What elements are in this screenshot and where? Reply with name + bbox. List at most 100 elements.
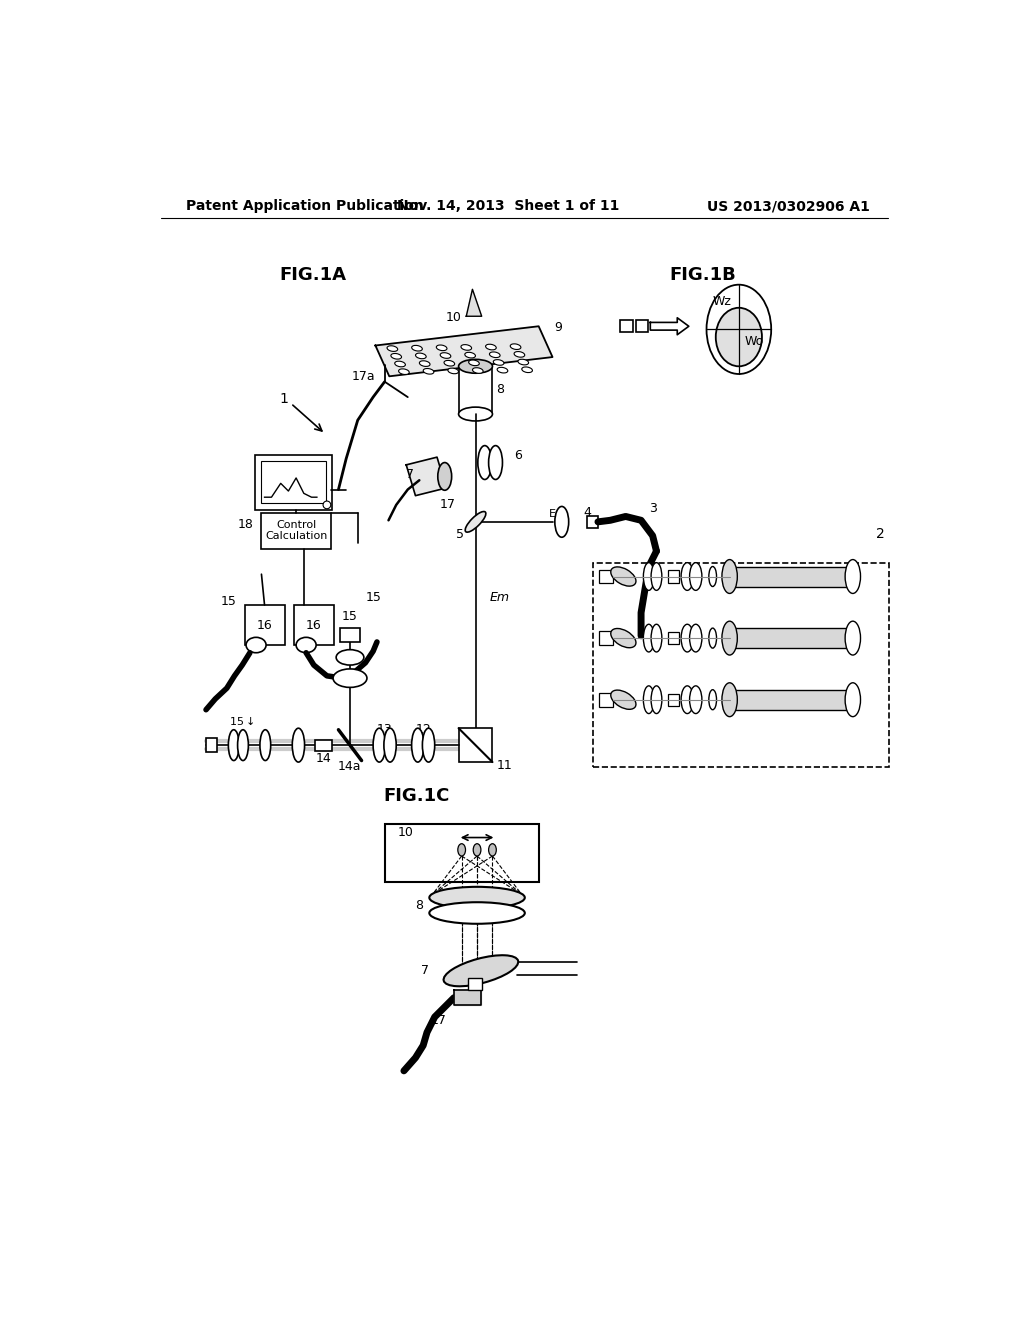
Text: 1: 1 xyxy=(280,392,288,405)
Text: 7: 7 xyxy=(407,467,415,480)
Ellipse shape xyxy=(387,346,397,351)
Text: 2: 2 xyxy=(876,527,885,541)
Bar xyxy=(730,628,853,648)
Text: Wz: Wz xyxy=(713,296,731,308)
Ellipse shape xyxy=(689,686,701,714)
Ellipse shape xyxy=(296,638,316,653)
Bar xyxy=(261,512,331,549)
Text: US 2013/0302906 A1: US 2013/0302906 A1 xyxy=(707,199,869,213)
Ellipse shape xyxy=(440,352,451,358)
Ellipse shape xyxy=(412,729,424,762)
Ellipse shape xyxy=(391,354,401,359)
Ellipse shape xyxy=(555,507,568,537)
Bar xyxy=(593,562,889,767)
Bar xyxy=(315,739,333,751)
Text: Nov. 14, 2013  Sheet 1 of 11: Nov. 14, 2013 Sheet 1 of 11 xyxy=(396,199,620,213)
Ellipse shape xyxy=(472,368,483,374)
Ellipse shape xyxy=(610,566,636,586)
Ellipse shape xyxy=(651,686,662,714)
Ellipse shape xyxy=(465,512,485,532)
Bar xyxy=(261,461,326,503)
Ellipse shape xyxy=(845,682,860,717)
Text: 7: 7 xyxy=(421,964,429,977)
Bar xyxy=(255,455,333,511)
Ellipse shape xyxy=(459,407,493,421)
Ellipse shape xyxy=(610,628,636,648)
Ellipse shape xyxy=(643,686,654,714)
Ellipse shape xyxy=(443,956,518,986)
Bar xyxy=(636,321,648,333)
Text: Ex: Ex xyxy=(549,510,562,519)
Ellipse shape xyxy=(444,360,455,366)
Ellipse shape xyxy=(447,368,459,374)
Text: 15: 15 xyxy=(366,591,381,603)
Text: 15: 15 xyxy=(221,594,237,607)
Text: 3: 3 xyxy=(649,502,656,515)
Text: 10: 10 xyxy=(397,825,414,838)
Text: $\mathsf{17}$: $\mathsf{17}$ xyxy=(438,499,456,511)
Ellipse shape xyxy=(845,560,860,594)
Bar xyxy=(468,978,481,990)
Bar xyxy=(599,631,612,645)
Bar xyxy=(245,605,285,645)
Text: 4: 4 xyxy=(584,506,591,519)
Ellipse shape xyxy=(522,367,532,372)
Text: 17a: 17a xyxy=(352,370,376,383)
Ellipse shape xyxy=(610,690,636,709)
Bar xyxy=(294,605,334,645)
Ellipse shape xyxy=(423,368,434,374)
Ellipse shape xyxy=(246,638,266,653)
Ellipse shape xyxy=(722,622,737,655)
Ellipse shape xyxy=(436,345,446,351)
Ellipse shape xyxy=(651,624,662,652)
Ellipse shape xyxy=(514,351,524,358)
Ellipse shape xyxy=(384,729,396,762)
Polygon shape xyxy=(466,289,481,317)
Ellipse shape xyxy=(323,502,331,508)
Bar xyxy=(599,693,612,706)
Bar xyxy=(730,689,853,710)
Polygon shape xyxy=(407,457,446,496)
Ellipse shape xyxy=(461,345,472,350)
Ellipse shape xyxy=(681,624,693,652)
Text: 14a: 14a xyxy=(338,760,361,774)
Text: FIG.1A: FIG.1A xyxy=(280,267,346,284)
Text: FIG.1C: FIG.1C xyxy=(383,787,450,805)
Ellipse shape xyxy=(488,446,503,479)
Ellipse shape xyxy=(489,352,500,358)
Text: Patent Application Publication: Patent Application Publication xyxy=(186,199,424,213)
Ellipse shape xyxy=(494,359,504,366)
Text: 14: 14 xyxy=(315,752,331,766)
Ellipse shape xyxy=(420,360,430,367)
Ellipse shape xyxy=(488,843,497,857)
Text: 13: 13 xyxy=(377,723,392,737)
Bar xyxy=(459,729,493,762)
Text: Em: Em xyxy=(489,591,509,603)
Ellipse shape xyxy=(238,730,249,760)
Bar xyxy=(730,566,853,586)
Ellipse shape xyxy=(429,903,524,924)
Bar xyxy=(385,825,539,882)
Text: 12: 12 xyxy=(416,723,431,737)
Ellipse shape xyxy=(510,343,521,350)
Bar xyxy=(206,738,217,752)
Ellipse shape xyxy=(681,686,693,714)
Text: Wo: Wo xyxy=(744,335,764,348)
Text: 11: 11 xyxy=(497,759,513,772)
Ellipse shape xyxy=(412,346,422,351)
Bar xyxy=(599,570,612,583)
Bar xyxy=(340,628,360,642)
Polygon shape xyxy=(376,326,553,376)
Ellipse shape xyxy=(469,360,479,366)
Ellipse shape xyxy=(722,560,737,594)
Text: 8: 8 xyxy=(497,383,504,396)
Ellipse shape xyxy=(398,368,410,375)
Ellipse shape xyxy=(260,730,270,760)
Ellipse shape xyxy=(373,729,385,762)
Ellipse shape xyxy=(465,352,475,358)
Text: 16: 16 xyxy=(257,619,272,631)
Polygon shape xyxy=(454,990,481,1006)
Ellipse shape xyxy=(643,562,654,590)
Ellipse shape xyxy=(292,729,304,762)
Ellipse shape xyxy=(845,622,860,655)
